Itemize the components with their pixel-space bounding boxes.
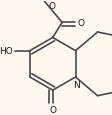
Text: HO: HO <box>0 47 13 56</box>
Text: O: O <box>49 105 56 114</box>
Text: O: O <box>77 19 84 28</box>
Text: N: N <box>73 80 79 89</box>
Text: O: O <box>48 2 55 11</box>
